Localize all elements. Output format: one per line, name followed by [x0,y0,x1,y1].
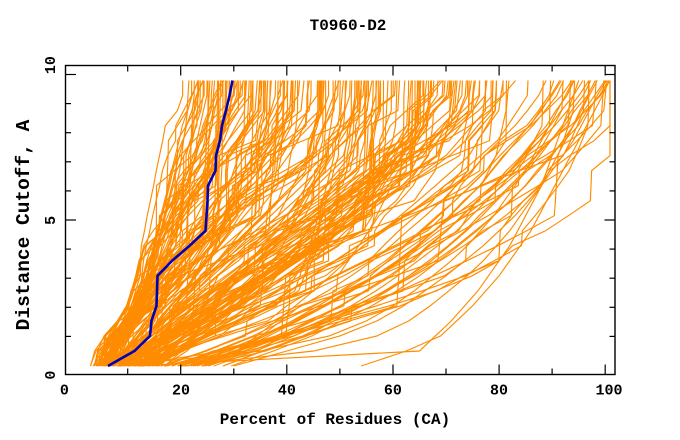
svg-text:Percent of Residues (CA): Percent of Residues (CA) [220,411,450,429]
svg-text:0: 0 [43,371,60,380]
svg-text:5: 5 [43,216,60,225]
svg-text:40: 40 [278,383,296,400]
svg-text:0: 0 [60,383,69,400]
svg-text:T0960-D2: T0960-D2 [310,17,387,35]
svg-text:Distance Cutoff, A: Distance Cutoff, A [13,119,35,330]
svg-text:20: 20 [172,383,190,400]
svg-text:60: 60 [384,383,402,400]
svg-text:10: 10 [43,56,60,74]
svg-text:80: 80 [490,383,508,400]
svg-text:100: 100 [595,383,622,400]
